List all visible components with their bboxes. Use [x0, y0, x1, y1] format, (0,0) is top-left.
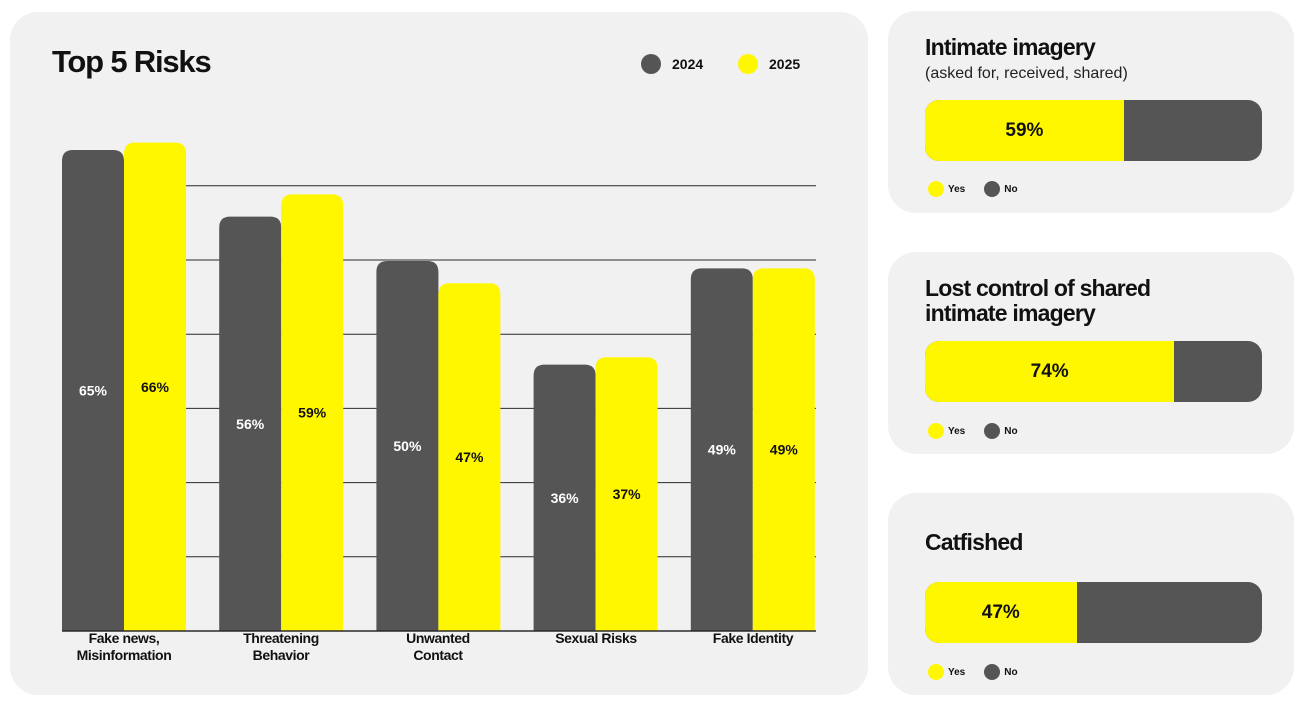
- bar-2024: [376, 261, 439, 631]
- bar-value-label: 49%: [770, 442, 799, 458]
- bar-2025: [281, 194, 344, 631]
- yes-segment: [925, 341, 1175, 402]
- yes-label: Yes: [948, 666, 966, 678]
- no-swatch: [984, 181, 1001, 197]
- legend-label-2025: 2025: [769, 56, 801, 72]
- x-tick-label: Threatening Behavior: [243, 630, 319, 663]
- yes-no-bar: 47%: [925, 582, 1262, 643]
- bar-value-label: 59%: [298, 405, 327, 421]
- card-title: Intimate imagery: [925, 34, 1096, 60]
- bar-2024: [690, 268, 753, 631]
- yes-no-bar: 59%: [925, 100, 1262, 161]
- bar-value-label: 56%: [236, 416, 265, 432]
- yes-no-bar: 74%: [925, 341, 1262, 402]
- x-tick-label: Fake Identity: [712, 630, 794, 646]
- no-label: No: [1004, 425, 1018, 437]
- yes-no-legend: Yes No: [928, 664, 1037, 680]
- card-title: Lost control of shared intimate imagery: [925, 275, 1151, 326]
- bar-value-label: 47%: [455, 449, 484, 465]
- yes-swatch: [928, 664, 944, 680]
- no-label: No: [1004, 666, 1018, 678]
- intimate-imagery-card: Intimate imagery (asked for, received, s…: [888, 11, 1294, 213]
- yes-swatch: [928, 423, 944, 439]
- bar-2025: [438, 283, 501, 631]
- bar-value-label: 49%: [708, 442, 737, 458]
- bar-value-label: 66%: [141, 379, 170, 395]
- legend-label-2024: 2024: [672, 56, 704, 72]
- yes-segment: [925, 582, 1077, 643]
- legend-swatch-2024: [641, 54, 661, 74]
- bar-2025: [752, 268, 815, 631]
- bar-2025: [595, 357, 658, 631]
- legend-item-2024: 2024: [641, 54, 703, 74]
- bar-2024: [533, 364, 596, 631]
- bar-2024: [219, 216, 282, 631]
- card-subtitle: (asked for, received, shared): [925, 65, 1128, 82]
- lost-control-card: Lost control of shared intimate imagery …: [888, 252, 1294, 454]
- bar-value-label: 37%: [613, 486, 642, 502]
- bar-2025: [124, 142, 186, 631]
- bar-value-label: 50%: [393, 438, 422, 454]
- chart-title: Top 5 Risks: [52, 44, 212, 79]
- x-tick-label: Unwanted Contact: [406, 630, 470, 663]
- yes-percentage: 47%: [981, 601, 1020, 623]
- yes-percentage: 74%: [1030, 360, 1069, 382]
- catfished-card: Catfished 47% Yes No: [888, 493, 1294, 695]
- yes-label: Yes: [948, 425, 966, 437]
- yes-no-legend: Yes No: [928, 181, 1037, 197]
- yes-label: Yes: [948, 183, 966, 195]
- card-title: Catfished: [925, 529, 1023, 555]
- x-tick-label: Sexual Risks: [555, 630, 637, 646]
- bar-value-label: 36%: [551, 490, 580, 506]
- yes-swatch: [928, 181, 944, 197]
- no-label: No: [1004, 183, 1018, 195]
- yes-percentage: 59%: [1005, 119, 1044, 141]
- bar-2024: [62, 150, 124, 631]
- x-tick-label: Fake news, Misinformation: [76, 630, 172, 663]
- no-swatch: [984, 664, 1001, 680]
- legend-item-2025: 2025: [738, 54, 800, 74]
- no-swatch: [984, 423, 1001, 439]
- bar-value-label: 65%: [79, 383, 108, 399]
- yes-no-legend: Yes No: [928, 423, 1037, 439]
- yes-segment: [925, 100, 1124, 161]
- bar-chart: 65% 66% 56% 59% 50% 47% 36% 37% 49% 49%: [62, 142, 816, 632]
- legend-swatch-2025: [738, 54, 758, 74]
